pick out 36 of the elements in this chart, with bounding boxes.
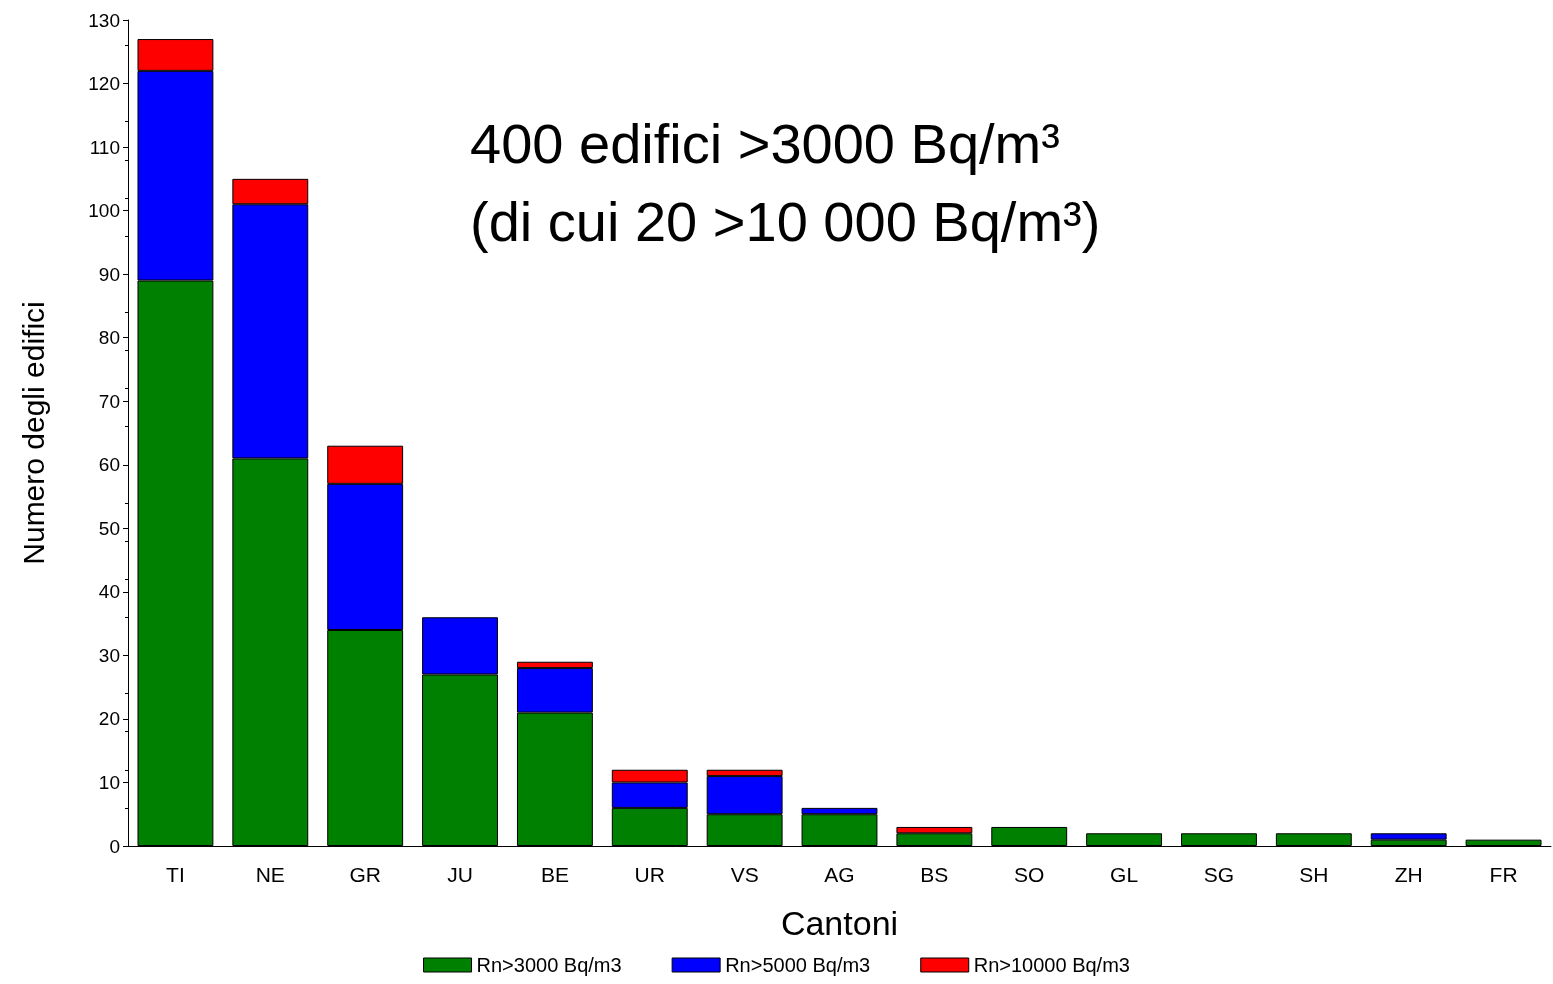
y-tick-label: 30 [98, 644, 120, 666]
legend-label: Rn>5000 Bq/m3 [725, 954, 871, 976]
x-tick-label: AG [824, 863, 855, 886]
y-tick-label: 90 [98, 263, 120, 285]
x-tick-label: SH [1299, 863, 1329, 886]
y-tick-label: 10 [98, 771, 120, 793]
x-tick-label: ZH [1394, 863, 1423, 886]
y-tick-label: 130 [88, 9, 120, 31]
y-tick-label: 80 [98, 327, 120, 349]
annotation: (di cui 20 >10 000 Bq/m³) [470, 189, 1101, 253]
y-tick-label: 20 [98, 708, 120, 730]
x-tick-label: TI [166, 863, 185, 886]
x-tick-label: FR [1489, 863, 1518, 886]
x-tick-label: UR [634, 863, 665, 886]
annotation: 400 edifici >3000 Bq/m³ [470, 111, 1060, 175]
y-tick-label: 70 [98, 390, 120, 412]
y-tick-label: 120 [88, 73, 120, 95]
x-tick-label: SG [1203, 863, 1235, 886]
x-tick-label: JU [447, 863, 473, 886]
x-tick-label: GR [349, 863, 381, 886]
legend-label: Rn>10000 Bq/m3 [973, 954, 1130, 976]
y-axis-title: Numero degli edifici [16, 301, 50, 565]
y-tick-label: 40 [98, 581, 120, 603]
y-tick-label: 60 [98, 454, 120, 476]
x-axis-title: Cantoni [780, 904, 899, 942]
x-tick-label: NE [255, 863, 285, 886]
x-tick-label: BE [540, 863, 569, 886]
legend-label: Rn>3000 Bq/m3 [476, 954, 622, 976]
y-tick-label: 110 [89, 136, 120, 158]
y-tick-label: 0 [109, 835, 120, 857]
y-tick-label: 50 [98, 517, 120, 539]
x-tick-label: VS [730, 863, 759, 886]
y-tick-label: 100 [88, 200, 120, 222]
x-tick-label: BS [920, 863, 949, 886]
x-tick-label: GL [1110, 863, 1139, 886]
x-tick-label: SO [1014, 863, 1045, 886]
